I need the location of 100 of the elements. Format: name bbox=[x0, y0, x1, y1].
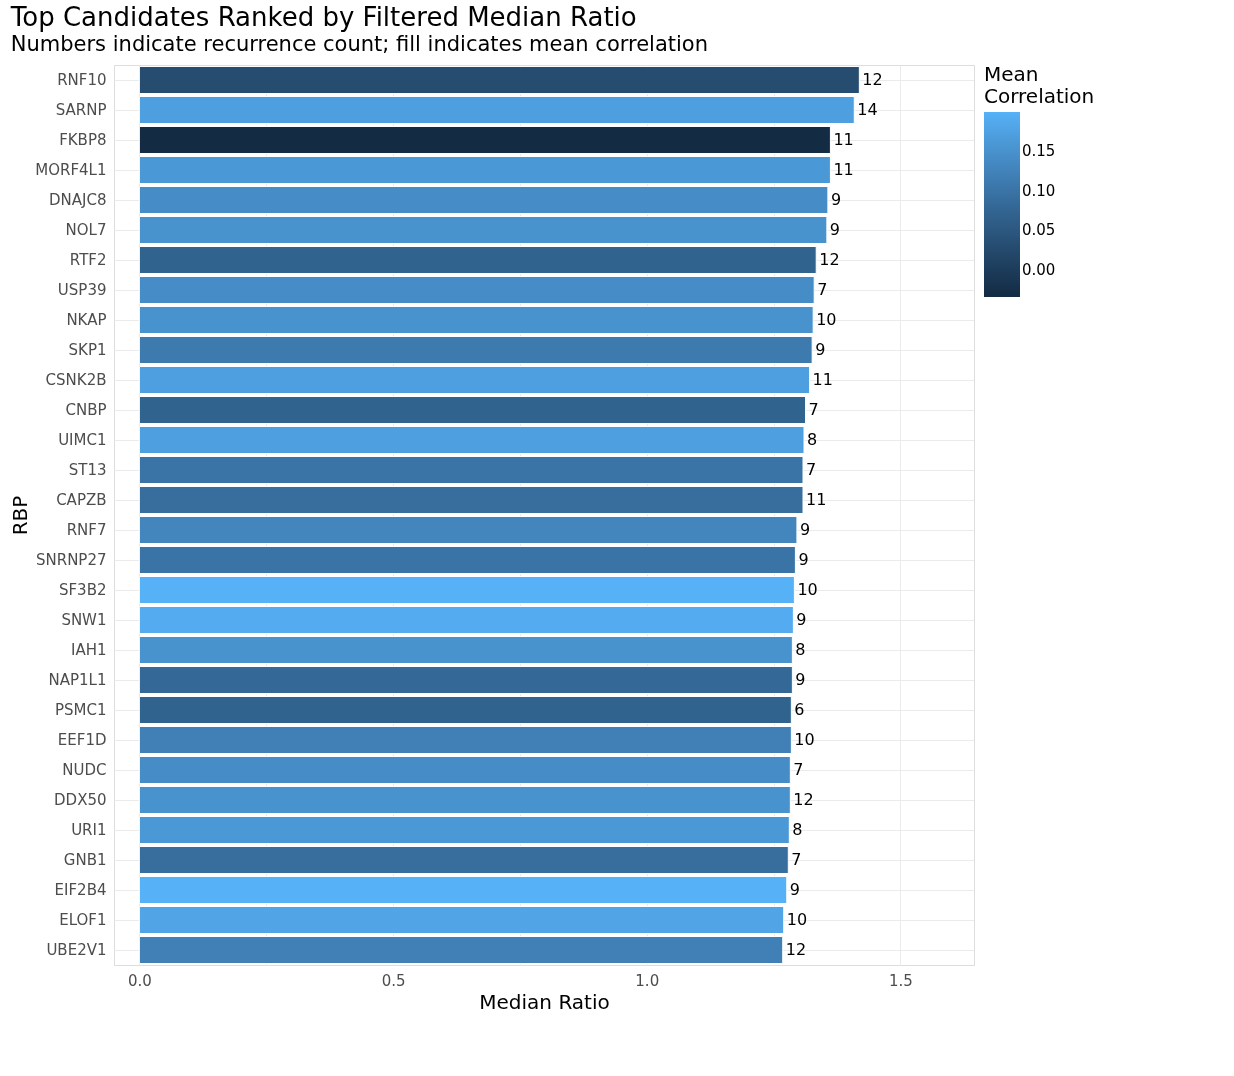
annotation: 12 bbox=[793, 790, 814, 809]
annotation: 9 bbox=[829, 220, 841, 239]
bar bbox=[138, 816, 790, 844]
annotation: 9 bbox=[795, 670, 806, 689]
bar bbox=[138, 186, 829, 214]
annotation: 9 bbox=[796, 610, 807, 629]
x-tick-label: 0.0 bbox=[127, 971, 152, 990]
annotation: 11 bbox=[833, 160, 854, 179]
bar bbox=[138, 726, 792, 754]
y-tick-label: PSMC1 bbox=[54, 701, 107, 719]
bar bbox=[138, 786, 791, 814]
x-tick-label: 1.0 bbox=[635, 971, 660, 990]
y-tick-label: CSNK2B bbox=[45, 371, 107, 389]
bar bbox=[138, 216, 828, 244]
bar bbox=[138, 666, 793, 694]
bar bbox=[138, 96, 855, 124]
bar bbox=[138, 396, 807, 424]
color-bar-label: 0.05 bbox=[1022, 221, 1056, 240]
y-tick-label: SF3B2 bbox=[58, 581, 107, 599]
x-tick-label: 1.5 bbox=[889, 971, 913, 990]
annotation: 9 bbox=[830, 190, 842, 209]
annotation: 12 bbox=[819, 250, 840, 269]
bar bbox=[138, 336, 813, 364]
bar bbox=[138, 606, 794, 634]
bar bbox=[138, 156, 831, 184]
annotation: 9 bbox=[789, 880, 800, 899]
annotation: 7 bbox=[806, 460, 817, 479]
y-tick-label: FKBP8 bbox=[59, 131, 107, 149]
bar bbox=[138, 906, 785, 934]
annotation: 6 bbox=[794, 700, 805, 719]
y-tick-label: SNW1 bbox=[61, 611, 107, 629]
annotation: 10 bbox=[797, 580, 818, 599]
annotation: 10 bbox=[786, 910, 808, 929]
y-tick-label: ST13 bbox=[68, 461, 107, 479]
annotation: 11 bbox=[806, 490, 827, 509]
bar bbox=[138, 696, 792, 724]
annotation: 7 bbox=[793, 760, 804, 779]
y-tick-label: RNF7 bbox=[66, 521, 107, 539]
bar bbox=[138, 846, 789, 874]
annotation: 9 bbox=[798, 550, 809, 569]
annotation: 10 bbox=[794, 730, 815, 749]
annotation: 12 bbox=[785, 940, 807, 959]
y-tick-label: SNRNP27 bbox=[35, 551, 107, 569]
annotation: 9 bbox=[799, 520, 811, 539]
bar bbox=[138, 126, 831, 154]
bar bbox=[138, 246, 817, 274]
annotation: 11 bbox=[833, 130, 854, 149]
annotation: 11 bbox=[812, 370, 833, 389]
bar bbox=[138, 66, 860, 94]
y-tick-label: SKP1 bbox=[68, 341, 107, 359]
color-bar-title: Mean Correlation bbox=[984, 62, 1095, 108]
y-tick-label: URI1 bbox=[71, 821, 107, 839]
y-tick-label: GNB1 bbox=[63, 851, 107, 869]
bar bbox=[138, 636, 793, 664]
bar bbox=[138, 756, 791, 784]
y-tick-label: IAH1 bbox=[70, 641, 107, 659]
y-tick-label: DNAJC8 bbox=[49, 191, 107, 209]
annotation: 7 bbox=[808, 400, 819, 419]
chart-title: Top Candidates Ranked by Filtered Median Ratio bbox=[9, 2, 637, 32]
color-bar-label: 0.15 bbox=[1022, 141, 1056, 160]
y-tick-label: EIF2B4 bbox=[54, 881, 107, 899]
bar bbox=[138, 576, 795, 604]
y-tick-label: NUDC bbox=[62, 761, 107, 779]
x-axis-title: Median Ratio bbox=[479, 989, 610, 1014]
annotation: 7 bbox=[817, 280, 828, 299]
y-tick-label: CNBP bbox=[65, 401, 107, 419]
y-tick-label: NKAP bbox=[66, 311, 107, 329]
y-tick-label: UIMC1 bbox=[58, 431, 107, 449]
y-tick-label: DDX50 bbox=[54, 791, 107, 809]
annotation: 12 bbox=[862, 70, 883, 89]
y-tick-label: NOL7 bbox=[65, 221, 107, 239]
bar bbox=[138, 306, 814, 334]
y-tick-label: CAPZB bbox=[56, 491, 107, 509]
annotation: 8 bbox=[795, 640, 806, 659]
annotation: 14 bbox=[857, 100, 878, 119]
y-tick-label: ELOF1 bbox=[59, 911, 107, 929]
bar bbox=[138, 936, 784, 964]
y-tick-label: USP39 bbox=[57, 281, 107, 299]
annotation: 9 bbox=[815, 340, 826, 359]
bar bbox=[138, 276, 815, 304]
y-tick-label: MORF4L1 bbox=[35, 161, 107, 179]
bar bbox=[138, 366, 811, 394]
bar bbox=[138, 876, 788, 904]
bar bbox=[138, 546, 796, 574]
chart-subtitle: Numbers indicate recurrence count; fill indicates mean correlation bbox=[10, 32, 709, 56]
annotation: 8 bbox=[792, 820, 803, 839]
bar bbox=[138, 456, 804, 484]
bar bbox=[138, 486, 804, 514]
y-tick-label: SARNP bbox=[55, 101, 107, 119]
annotation: 7 bbox=[791, 850, 802, 869]
y-tick-label: NAP1L1 bbox=[48, 671, 107, 689]
x-tick-label: 0.5 bbox=[381, 971, 406, 990]
y-tick-label: EEF1D bbox=[57, 731, 107, 749]
bar bbox=[138, 426, 805, 454]
color-bar-label: 0.00 bbox=[1022, 261, 1056, 279]
bar bbox=[138, 516, 798, 544]
y-tick-label: RNF10 bbox=[57, 71, 107, 89]
annotation: 8 bbox=[807, 430, 818, 449]
y-tick-label: RTF2 bbox=[69, 251, 107, 269]
y-tick-label: UBE2V1 bbox=[46, 941, 107, 959]
